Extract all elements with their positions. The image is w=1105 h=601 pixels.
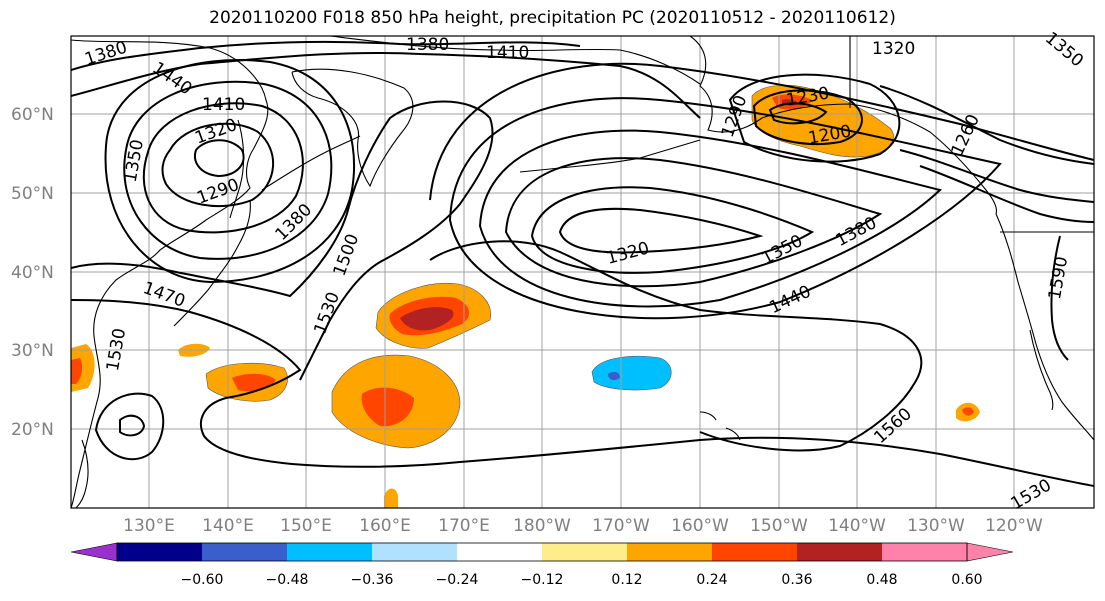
colorbar-segment xyxy=(202,543,287,561)
colorbar-segment xyxy=(882,543,967,561)
coast-north-america xyxy=(995,213,1094,441)
contour-low-inner xyxy=(194,139,245,178)
contour-trough-1320 xyxy=(558,207,764,254)
colorbar-segment xyxy=(627,543,712,561)
lat-label: 30°N xyxy=(11,341,54,361)
contour-trough-1470 xyxy=(429,62,1094,201)
precip-patch-south xyxy=(384,488,398,508)
contour-low-3 xyxy=(142,102,304,234)
contour-trough-1380 xyxy=(504,157,883,288)
colorbar-segment xyxy=(457,543,542,561)
coast-philippines xyxy=(75,439,89,508)
coast-sakhalin xyxy=(229,119,245,219)
lon-label: 160°E xyxy=(359,516,411,536)
lat-label: 60°N xyxy=(11,105,54,125)
contour-label: 1410 xyxy=(486,43,529,63)
colorbar-tick-label: 0.60 xyxy=(951,572,982,588)
latitude-labels: 60°N 50°N 40°N 30°N 20°N xyxy=(11,105,54,440)
precip-patch-mexico-red xyxy=(962,407,974,416)
contour-1500 xyxy=(71,100,494,381)
lon-label: 180°W xyxy=(513,516,571,536)
coast-alaska xyxy=(689,36,998,215)
contour-label: 1320 xyxy=(872,39,915,59)
contour-low-4 xyxy=(123,80,333,260)
colorbar-tick-label: 0.36 xyxy=(781,572,812,588)
precip-patch-subtropic-red xyxy=(361,387,414,427)
contour-1560 xyxy=(429,240,923,452)
contour-label: 1410 xyxy=(202,95,245,115)
contour-low-2 xyxy=(161,122,274,208)
lon-label: 170°E xyxy=(438,516,490,536)
lon-label: 160°W xyxy=(671,516,729,536)
contour-label: 1380 xyxy=(406,35,449,55)
contour-low-south-2 xyxy=(94,392,165,461)
contour-trough-1440 xyxy=(448,97,1002,320)
contour-ak-stack-1 xyxy=(879,85,1094,165)
contour-low-south-1 xyxy=(119,414,146,437)
map-title: 2020110200 F018 850 hPa height, precipit… xyxy=(209,8,896,28)
colorbar: −0.60 −0.48 −0.36 −0.24 −0.12 0.12 0.24 … xyxy=(70,542,1014,588)
precip-patch-north-pacific-core xyxy=(400,307,454,331)
lon-label: 140°E xyxy=(202,516,254,536)
lat-label: 20°N xyxy=(11,420,54,440)
lat-label: 50°N xyxy=(11,184,54,204)
contour-ak-stack-3 xyxy=(919,165,1094,223)
contour-ak-low-3 xyxy=(728,73,901,163)
lon-label: 170°W xyxy=(592,516,650,536)
lat-label: 40°N xyxy=(11,263,54,283)
coast-aleutians xyxy=(519,139,701,173)
contour-1530 xyxy=(71,299,1094,487)
colorbar-tick-label: −0.24 xyxy=(436,572,479,588)
precip-patch-hawaii-neg-core xyxy=(608,371,620,381)
lon-label: 150°E xyxy=(280,516,332,536)
lon-label: 140°W xyxy=(828,516,886,536)
contour-ak-stack-2 xyxy=(899,149,1094,203)
lon-label: 130°E xyxy=(123,516,175,536)
map-plot-area xyxy=(71,36,1094,508)
precip-patch-hawaii-neg xyxy=(591,355,672,391)
contour-trough-1350 xyxy=(530,186,815,274)
map-frame xyxy=(70,35,1095,509)
colorbar-segment xyxy=(542,543,627,561)
coast-baja xyxy=(1029,329,1054,411)
coast-kamchatka xyxy=(291,68,414,188)
colorbar-segment xyxy=(372,543,457,561)
lon-label: 130°W xyxy=(907,516,965,536)
colorbar-segment xyxy=(117,543,202,561)
colorbar-tick-label: −0.36 xyxy=(351,572,394,588)
coast-japan xyxy=(173,199,251,327)
colorbar-ticks: −0.60 −0.48 −0.36 −0.24 −0.12 0.12 0.24 … xyxy=(181,572,983,588)
colorbar-segment xyxy=(797,543,882,561)
colorbar-extend-low xyxy=(70,542,118,562)
lon-label: 120°W xyxy=(985,516,1043,536)
contour-ak-low-1 xyxy=(768,102,828,125)
colorbar-frame xyxy=(116,542,968,562)
height-contours xyxy=(71,40,1094,487)
lon-label: 150°W xyxy=(750,516,808,536)
colorbar-tick-label: 0.48 xyxy=(866,572,897,588)
colorbar-segment xyxy=(712,543,797,561)
contour-ak-low-2 xyxy=(752,89,863,145)
contour-wave-1380 xyxy=(71,40,581,71)
contour-trough-1410 xyxy=(478,129,943,308)
colorbar-segment xyxy=(287,543,372,561)
colorbar-tick-label: −0.60 xyxy=(181,572,224,588)
precip-patch-china-red xyxy=(71,358,83,384)
colorbar-extend-high xyxy=(966,542,1014,562)
contour-wave-1410 xyxy=(71,51,701,119)
colorbar-tick-label: −0.12 xyxy=(521,572,564,588)
longitude-labels: 130°E 140°E 150°E 160°E 170°E 180°W 170°… xyxy=(123,516,1043,536)
colorbar-tick-label: 0.24 xyxy=(696,572,727,588)
colorbar-tick-label: −0.48 xyxy=(266,572,309,588)
contour-east-1590 xyxy=(1050,235,1069,361)
colorbar-tick-label: 0.12 xyxy=(611,572,642,588)
